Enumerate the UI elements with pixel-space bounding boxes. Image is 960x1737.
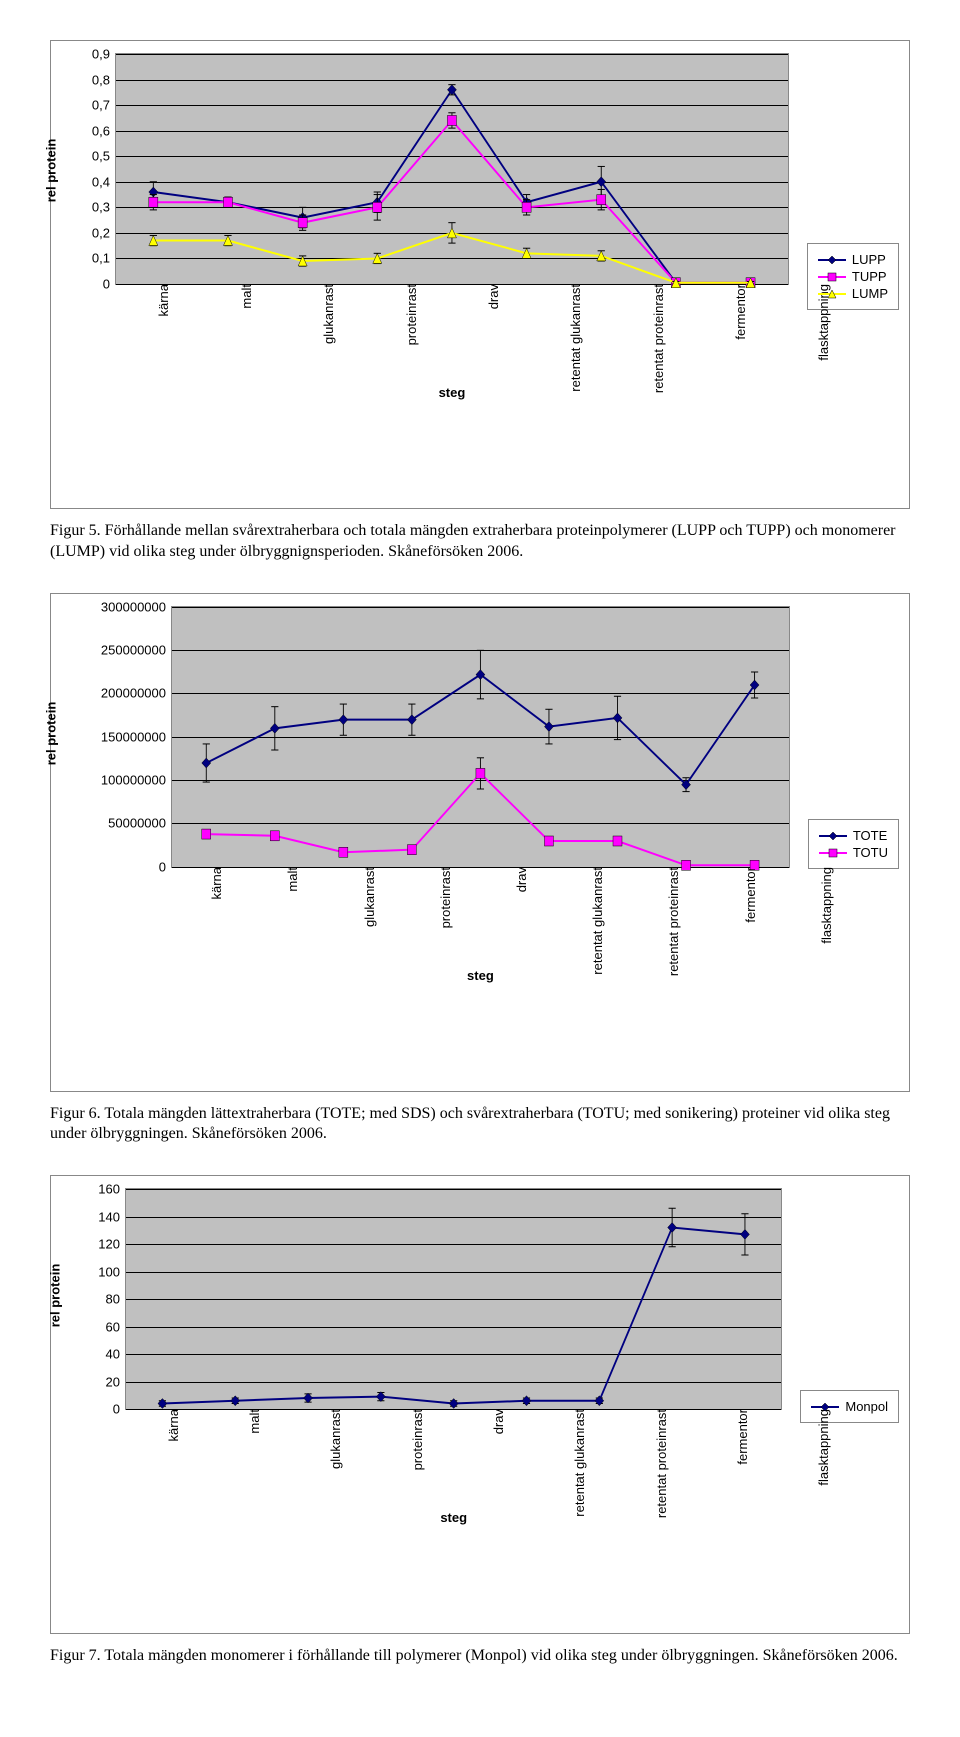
y-tick: 150000000 — [101, 729, 172, 744]
figure-7-caption: Figur 7. Totala mängden monomerer i förh… — [50, 1646, 910, 1667]
x-tick: fermentor — [731, 1409, 750, 1465]
legend-2: TOTE TOTU — [808, 819, 899, 869]
x-tick: kärna — [152, 284, 171, 317]
y-tick: 40 — [106, 1347, 126, 1362]
y-tick: 100 — [98, 1264, 126, 1279]
y-tick: 80 — [106, 1292, 126, 1307]
y-tick: 0,5 — [92, 149, 116, 164]
legend-label: LUPP — [852, 252, 886, 267]
x-tick: retentat glukanrast — [564, 284, 583, 392]
x-tick: drav — [487, 1409, 506, 1434]
y-tick: 50000000 — [108, 816, 172, 831]
x-tick: kärna — [162, 1409, 181, 1442]
plot-column: rel protein 020406080100120140160kärnama… — [61, 1188, 782, 1625]
y-tick: 100000000 — [101, 772, 172, 787]
x-tick: malt — [243, 1409, 262, 1434]
y-tick: 0,7 — [92, 98, 116, 113]
x-axis-label: steg — [115, 385, 789, 400]
x-tick: glukanrast — [317, 284, 336, 344]
y-axis-label: rel protein — [43, 139, 58, 203]
x-tick: fermentor — [739, 867, 758, 923]
x-tick: proteinrast — [406, 1409, 425, 1470]
plot-column: rel protein 00,10,20,30,40,50,60,70,80,9… — [61, 53, 789, 500]
y-tick: 0,9 — [92, 47, 116, 62]
legend-label: TUPP — [852, 269, 887, 284]
figure-6-container: rel protein 0500000001000000001500000002… — [50, 593, 910, 1092]
x-tick: malt — [281, 867, 300, 892]
x-tick: retentat proteinrast — [662, 867, 681, 976]
x-tick: retentat glukanrast — [568, 1409, 587, 1517]
legend-label: TOTE — [853, 828, 887, 843]
x-tick: retentat proteinrast — [650, 1409, 669, 1518]
legend-label: TOTU — [853, 845, 888, 860]
y-tick: 0,4 — [92, 174, 116, 189]
chart-row: rel protein 0500000001000000001500000002… — [61, 606, 899, 1083]
x-tick: drav — [482, 284, 501, 309]
plot-area-2: 0500000001000000001500000002000000002500… — [171, 606, 790, 868]
y-axis-label: rel protein — [43, 701, 58, 765]
figure-5-container: rel protein 00,10,20,30,40,50,60,70,80,9… — [50, 40, 910, 509]
y-tick: 120 — [98, 1237, 126, 1252]
x-axis-label: steg — [171, 968, 790, 983]
x-tick: glukanrast — [324, 1409, 343, 1469]
x-tick: retentat proteinrast — [647, 284, 666, 393]
figure-7-container: rel protein 020406080100120140160kärnama… — [50, 1175, 910, 1634]
x-tick: fermentor — [729, 284, 748, 340]
x-tick: kärna — [205, 867, 224, 900]
y-tick: 0 — [159, 859, 172, 874]
chart-row: rel protein 00,10,20,30,40,50,60,70,80,9… — [61, 53, 899, 500]
y-tick: 200000000 — [101, 686, 172, 701]
y-tick: 0,6 — [92, 123, 116, 138]
y-tick: 0,3 — [92, 200, 116, 215]
x-tick: drav — [510, 867, 529, 892]
legend-label: Monpol — [845, 1399, 888, 1414]
x-tick: proteinrast — [400, 284, 419, 345]
y-tick: 60 — [106, 1319, 126, 1334]
y-tick: 300000000 — [101, 599, 172, 614]
legend-item: TUPP — [818, 269, 888, 284]
y-tick: 0,1 — [92, 251, 116, 266]
legend-label: LUMP — [852, 286, 888, 301]
y-tick: 0,8 — [92, 72, 116, 87]
plot-area-3: 020406080100120140160kärnamaltglukanrast… — [125, 1188, 782, 1410]
y-tick: 140 — [98, 1209, 126, 1224]
plot-area-1: 00,10,20,30,40,50,60,70,80,9kärnamaltglu… — [115, 53, 789, 285]
y-tick: 0 — [103, 277, 116, 292]
x-tick: malt — [235, 284, 254, 309]
figure-5-caption: Figur 5. Förhållande mellan svårextraher… — [50, 521, 910, 563]
y-axis-label: rel protein — [47, 1264, 62, 1328]
x-tick: retentat glukanrast — [586, 867, 605, 975]
y-tick: 0,2 — [92, 225, 116, 240]
chart-row: rel protein 020406080100120140160kärnama… — [61, 1188, 899, 1625]
x-axis-label: steg — [125, 1510, 782, 1525]
legend-item: TOTE — [819, 828, 888, 843]
x-tick: proteinrast — [434, 867, 453, 928]
y-tick: 0 — [113, 1402, 126, 1417]
y-tick: 250000000 — [101, 642, 172, 657]
y-tick: 160 — [98, 1182, 126, 1197]
x-tick: glukanrast — [358, 867, 377, 927]
legend-item: TOTU — [819, 845, 888, 860]
x-tick: flasktappning — [815, 867, 834, 944]
y-tick: 20 — [106, 1374, 126, 1389]
plot-column: rel protein 0500000001000000001500000002… — [61, 606, 790, 1083]
legend-item: LUPP — [818, 252, 888, 267]
figure-6-caption: Figur 6. Totala mängden lättextraherbara… — [50, 1104, 910, 1146]
